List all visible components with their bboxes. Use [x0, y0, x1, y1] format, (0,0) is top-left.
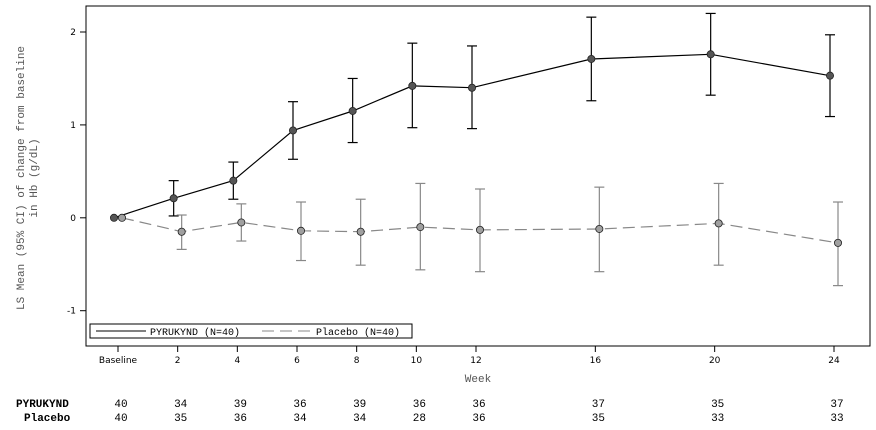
data-point [229, 176, 238, 185]
data-point [408, 81, 417, 90]
series-placebo [118, 182, 843, 287]
x-axis: Baseline 2 4 6 8 10 12 16 20 24 [99, 346, 840, 366]
data-point [296, 226, 305, 235]
data-point [237, 218, 246, 227]
risk-value: 36 [472, 399, 485, 411]
data-point [834, 238, 843, 247]
risk-value: 33 [711, 413, 724, 425]
legend-label-placebo: Placebo (N=40) [316, 327, 400, 339]
data-point [826, 71, 835, 80]
risk-value: 36 [293, 399, 306, 411]
risk-value: 33 [830, 413, 843, 425]
series-layer [110, 12, 843, 287]
risk-value: 39 [234, 399, 247, 411]
risk-value: 40 [114, 413, 127, 425]
risk-value: 39 [353, 399, 366, 411]
data-point [169, 194, 178, 203]
data-point [288, 126, 297, 135]
x-tick-label: 16 [590, 356, 602, 366]
data-point [587, 54, 596, 63]
data-point [110, 213, 119, 222]
x-tick-label: 8 [354, 356, 360, 366]
plot-frame [85, 5, 871, 347]
data-point [714, 219, 723, 228]
x-tick-label: Baseline [99, 356, 138, 366]
y-tick-label: 1 [70, 121, 76, 131]
x-tick-label: 6 [294, 356, 300, 366]
risk-row-label-pyrukynd: PYRUKYND [16, 399, 69, 411]
risk-value: 35 [711, 399, 724, 411]
y-axis-title-line1: LS Mean (95% CI) of change from baseline [16, 46, 28, 310]
data-point [118, 213, 127, 222]
data-point [595, 224, 604, 233]
risk-value: 34 [353, 413, 367, 425]
data-point [706, 50, 715, 59]
risk-value: 36 [472, 413, 485, 425]
y-axis: -1 0 1 2 [67, 28, 86, 317]
y-tick-label: 0 [70, 214, 76, 224]
risk-value: 37 [830, 399, 843, 411]
legend-label-pyrukynd: PYRUKYND (N=40) [150, 327, 240, 339]
data-point [177, 227, 186, 236]
x-tick-label: 20 [709, 356, 721, 366]
y-axis-title-line2: in Hb (g/dL) [29, 138, 41, 217]
risk-value: 28 [413, 413, 426, 425]
risk-row-label-placebo: Placebo [24, 413, 71, 425]
data-point [356, 227, 365, 236]
risk-table: PYRUKYND Placebo 40 34 39 36 39 36 36 37 35 37 40 3… [16, 399, 844, 425]
risk-value: 35 [592, 413, 605, 425]
risk-value: 36 [413, 399, 426, 411]
legend: PYRUKYND (N=40) Placebo (N=40) [89, 323, 413, 339]
y-tick-label: -1 [67, 307, 76, 317]
risk-value: 34 [293, 413, 307, 425]
x-tick-label: 4 [234, 356, 240, 366]
x-tick-label: 24 [828, 356, 840, 366]
risk-value: 35 [174, 413, 187, 425]
legend-box [89, 323, 413, 339]
x-axis-title: Week [465, 374, 492, 386]
data-point [475, 225, 484, 234]
data-point [467, 83, 476, 92]
risk-value: 34 [174, 399, 188, 411]
risk-value: 36 [234, 413, 247, 425]
x-tick-label: 12 [470, 356, 481, 366]
risk-value: 37 [592, 399, 605, 411]
x-tick-label: 2 [175, 356, 181, 366]
data-point [416, 223, 425, 232]
data-point [348, 106, 357, 115]
series-pyrukynd [110, 12, 835, 222]
y-tick-label: 2 [70, 28, 76, 38]
series-line [113, 53, 831, 219]
series-line [121, 217, 839, 244]
risk-value: 40 [114, 399, 127, 411]
x-tick-label: 10 [411, 356, 423, 366]
